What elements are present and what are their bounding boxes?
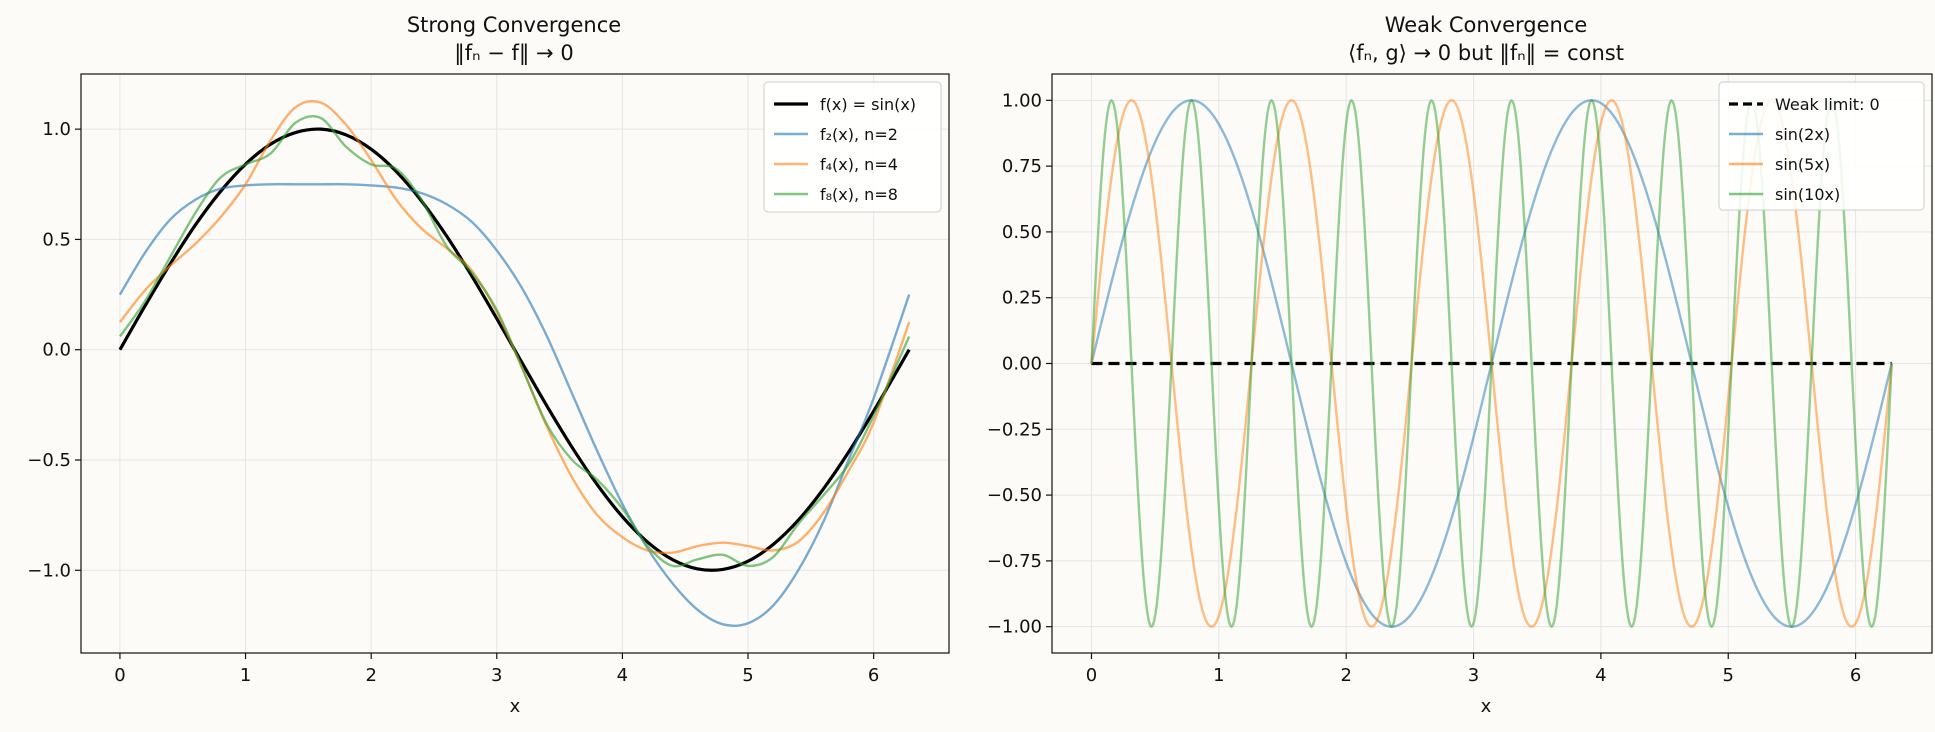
strong-x-tick-label: 4 bbox=[617, 665, 628, 686]
weak-x-tick-label: 3 bbox=[1468, 665, 1479, 686]
weak-y-tick-label: −0.50 bbox=[987, 485, 1042, 506]
strong-title: Strong Convergence bbox=[407, 13, 621, 37]
weak-x-axis-label: x bbox=[1481, 696, 1492, 717]
weak-convergence-panel: Weak Convergence ⟨fₙ, g⟩ → 0 but ‖fₙ‖ = … bbox=[987, 13, 1933, 717]
strong-x-tick-label: 5 bbox=[742, 665, 753, 686]
strong-x-tick-label: 6 bbox=[868, 665, 879, 686]
weak-title: Weak Convergence bbox=[1385, 13, 1588, 37]
weak-x-tick-label: 2 bbox=[1340, 665, 1351, 686]
weak-legend-label: sin(10x) bbox=[1775, 185, 1840, 204]
weak-x-tick-label: 1 bbox=[1213, 665, 1224, 686]
weak-legend-label: sin(2x) bbox=[1775, 125, 1830, 144]
strong-y-tick-label: −1.0 bbox=[27, 560, 71, 581]
weak-subtitle: ⟨fₙ, g⟩ → 0 but ‖fₙ‖ = const bbox=[1348, 41, 1624, 66]
weak-y-tick-label: 0.75 bbox=[1002, 156, 1042, 177]
strong-legend: f(x) = sin(x) f₂(x), n=2 f₄(x), n=4 f₈(x), … bbox=[763, 81, 942, 213]
weak-ticks: 0 1 2 3 4 5 6 −1.00 −0.75 −0.50 −0.25 0.00 0.25 0.50 0… bbox=[987, 90, 1861, 686]
weak-legend-label: sin(5x) bbox=[1775, 155, 1830, 174]
strong-x-tick-label: 2 bbox=[365, 665, 376, 686]
strong-series-lines bbox=[118, 99, 911, 627]
strong-ticks: 0 1 2 3 4 5 6 −1.0 −0.5 0.0 0.5 1.0 bbox=[27, 119, 879, 686]
strong-y-tick-label: 1.0 bbox=[42, 119, 71, 140]
strong-x-tick-label: 0 bbox=[114, 665, 125, 686]
strong-legend-label: f₄(x), n=4 bbox=[820, 155, 898, 174]
weak-y-tick-label: 0.50 bbox=[1002, 222, 1042, 243]
strong-y-tick-label: 0.5 bbox=[42, 229, 71, 250]
weak-legend-box bbox=[1718, 81, 1925, 211]
strong-axes-frame bbox=[80, 73, 950, 654]
weak-x-tick-label: 6 bbox=[1850, 665, 1861, 686]
strong-y-tick-label: −0.5 bbox=[27, 450, 71, 471]
strong-x-tick-label: 1 bbox=[240, 665, 251, 686]
weak-y-tick-label: −0.75 bbox=[987, 551, 1042, 572]
strong-legend-label: f(x) = sin(x) bbox=[820, 95, 916, 114]
strong-x-tick-label: 3 bbox=[491, 665, 502, 686]
weak-x-tick-label: 5 bbox=[1723, 665, 1734, 686]
strong-x-axis-label: x bbox=[510, 696, 521, 717]
weak-y-tick-label: 0.00 bbox=[1002, 354, 1042, 375]
weak-y-tick-label: 1.00 bbox=[1002, 90, 1042, 111]
strong-convergence-panel: Strong Convergence ‖fₙ − f‖ → 0 0 1 2 3 4 5 6 −… bbox=[27, 13, 950, 717]
strong-legend-label: f₂(x), n=2 bbox=[820, 125, 898, 144]
weak-x-tick-label: 0 bbox=[1086, 665, 1097, 686]
strong-legend-label: f₈(x), n=8 bbox=[820, 185, 898, 204]
weak-x-tick-label: 4 bbox=[1595, 665, 1606, 686]
strong-grid bbox=[81, 74, 949, 653]
weak-y-tick-label: −0.25 bbox=[987, 419, 1042, 440]
weak-y-tick-label: −1.00 bbox=[987, 617, 1042, 638]
strong-subtitle: ‖fₙ − f‖ → 0 bbox=[454, 41, 573, 66]
strong-series-f-x-n-2 bbox=[118, 183, 911, 627]
strong-series-f-x-n-8 bbox=[118, 114, 911, 568]
strong-y-tick-label: 0.0 bbox=[42, 340, 71, 361]
weak-y-tick-label: 0.25 bbox=[1002, 288, 1042, 309]
strong-legend-box bbox=[763, 81, 942, 213]
weak-legend-label: Weak limit: 0 bbox=[1775, 95, 1880, 114]
weak-legend: Weak limit: 0 sin(2x) sin(5x) sin(10x) bbox=[1718, 81, 1925, 211]
